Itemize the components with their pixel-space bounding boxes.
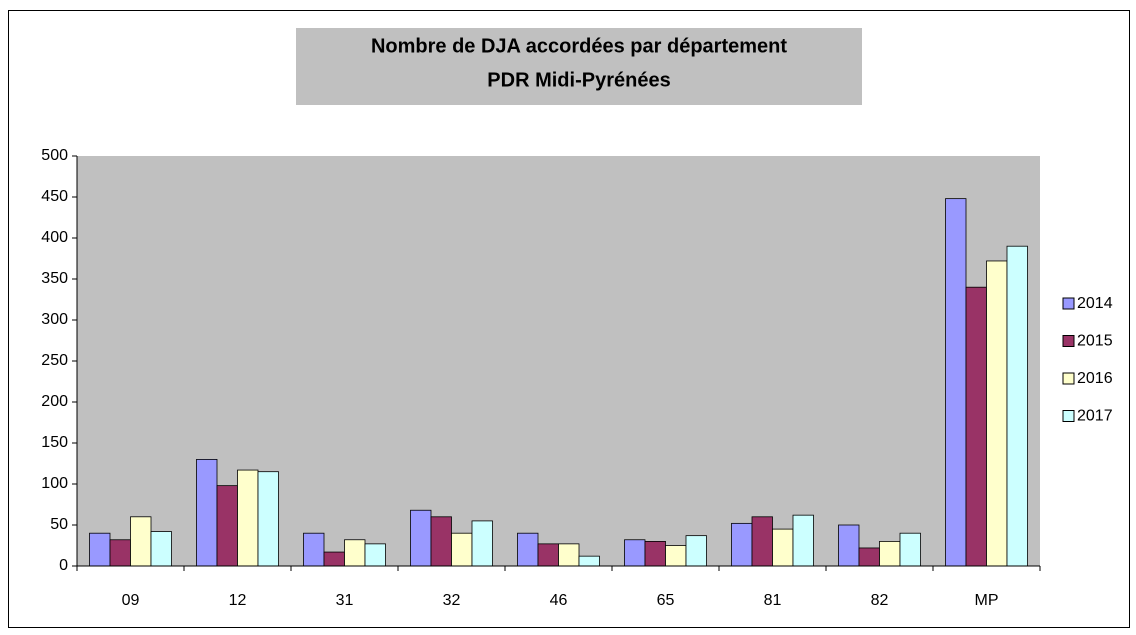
bar — [410, 509, 432, 567]
bar — [685, 535, 707, 567]
bar — [838, 524, 860, 567]
x-tick-label: 09 — [122, 592, 140, 609]
bar — [451, 532, 473, 567]
chart-subtitle: PDR Midi-Pyrénées — [487, 69, 670, 91]
bar — [323, 551, 345, 567]
y-tick-label: 0 — [59, 557, 68, 574]
x-tick-label: 12 — [229, 592, 247, 609]
y-tick-label: 50 — [50, 516, 68, 533]
y-tick-label: 150 — [41, 434, 68, 451]
bar — [644, 541, 666, 567]
legend-label: 2014 — [1077, 295, 1113, 312]
legend-label: 2016 — [1077, 370, 1113, 387]
bar — [216, 485, 238, 567]
bar — [772, 528, 794, 567]
bar — [558, 543, 580, 567]
bar — [751, 516, 773, 567]
x-tick-label: 82 — [871, 592, 889, 609]
bar — [430, 516, 452, 567]
legend-swatch — [1062, 335, 1075, 347]
y-tick-label: 250 — [41, 352, 68, 369]
bar — [731, 522, 753, 567]
legend-swatch — [1062, 372, 1075, 385]
bar — [517, 532, 539, 567]
x-tick-label: 81 — [764, 592, 782, 609]
bar — [858, 547, 880, 567]
y-tick-label: 500 — [41, 147, 68, 164]
bar — [237, 469, 259, 567]
title-box — [296, 28, 862, 105]
x-tick-label: MP — [975, 592, 999, 609]
bar — [1006, 245, 1028, 567]
y-tick-label: 400 — [41, 229, 68, 246]
bar — [364, 543, 386, 567]
bar — [257, 471, 279, 567]
bar — [109, 539, 131, 567]
legend-swatch — [1062, 410, 1075, 422]
y-tick-label: 100 — [41, 475, 68, 492]
y-tick-label: 200 — [41, 393, 68, 410]
x-tick-label: 65 — [657, 592, 675, 609]
x-tick-label: 31 — [336, 592, 354, 609]
legend-label: 2015 — [1077, 333, 1113, 350]
bar — [665, 545, 687, 567]
bar — [303, 532, 325, 567]
bar — [965, 286, 987, 567]
bar — [945, 198, 967, 567]
bar — [986, 260, 1008, 567]
bar — [344, 539, 366, 567]
bar — [624, 539, 646, 567]
bar — [89, 532, 111, 567]
y-tick-label: 300 — [41, 311, 68, 328]
x-tick-label: 32 — [443, 592, 461, 609]
bar — [578, 555, 600, 567]
chart-title: Nombre de DJA accordées par département — [371, 35, 787, 57]
bar — [792, 514, 814, 567]
bar — [150, 531, 172, 567]
legend-label: 2017 — [1077, 408, 1113, 425]
legend-swatch — [1062, 297, 1075, 310]
bar — [899, 532, 921, 567]
y-tick-label: 350 — [41, 270, 68, 287]
x-tick-label: 46 — [550, 592, 568, 609]
bar — [471, 520, 493, 567]
bar — [130, 516, 152, 567]
y-tick-label: 450 — [41, 188, 68, 205]
bar — [196, 458, 218, 567]
bar — [879, 541, 901, 567]
bar — [537, 543, 559, 567]
